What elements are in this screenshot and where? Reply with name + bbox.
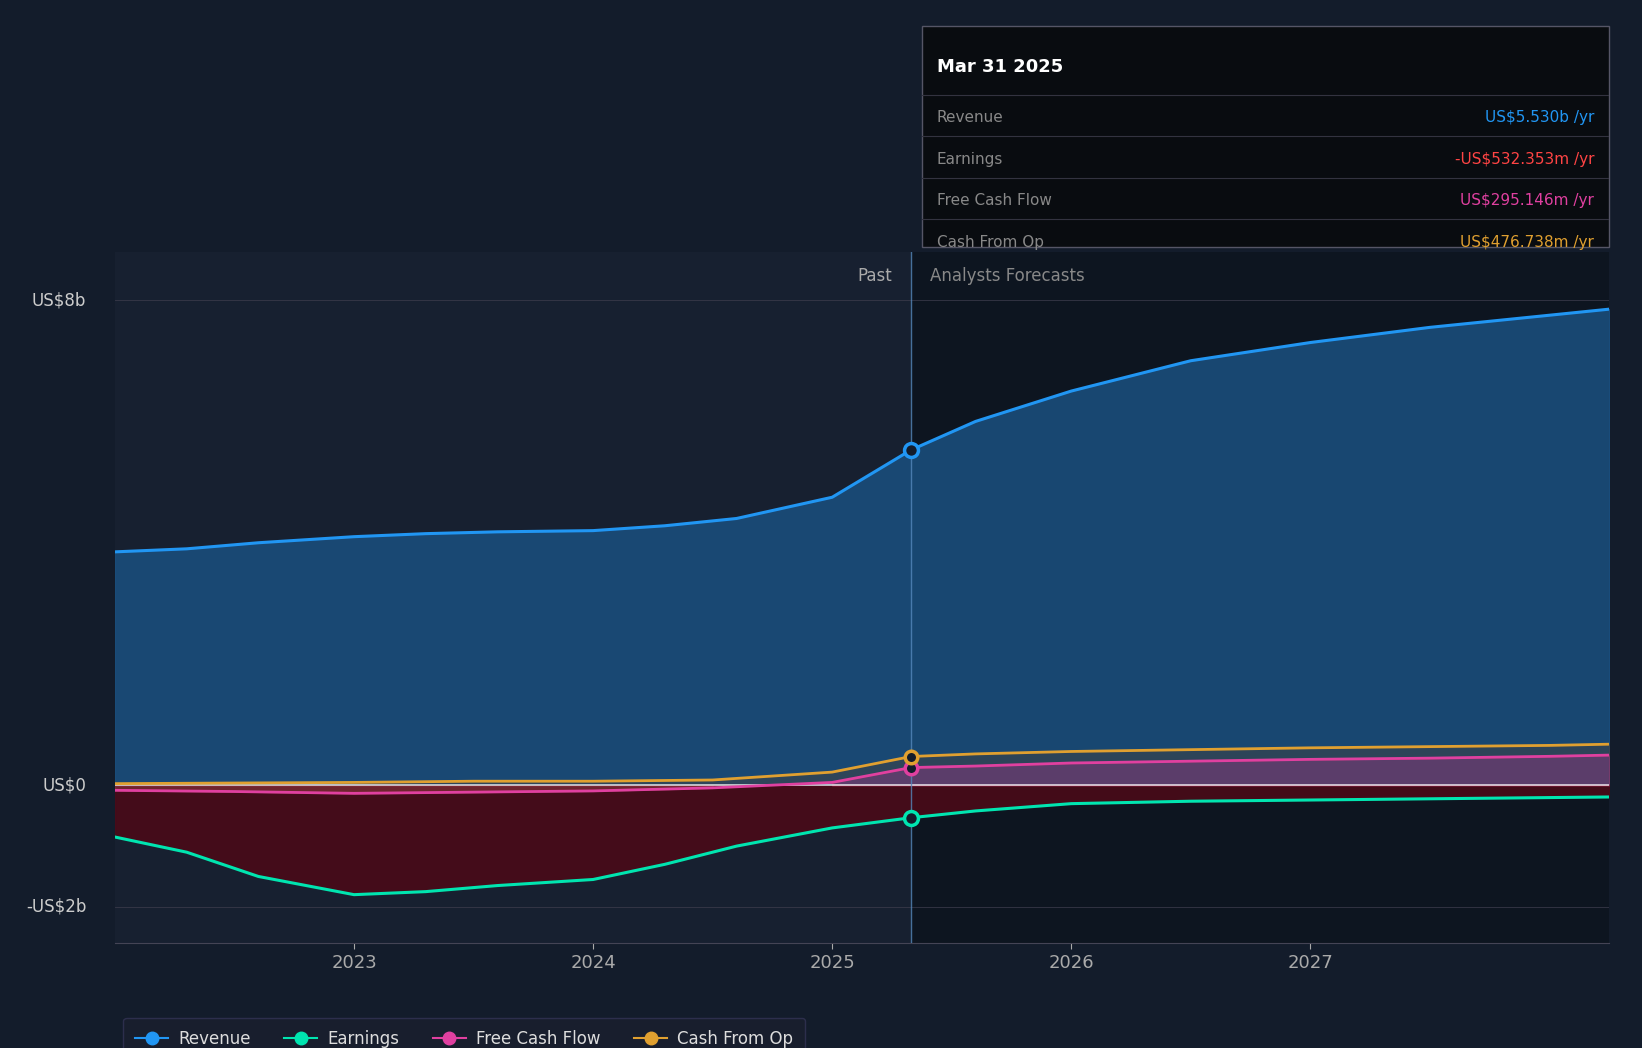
Text: Analysts Forecasts: Analysts Forecasts (929, 267, 1085, 285)
Text: -US$532.353m /yr: -US$532.353m /yr (1455, 152, 1594, 167)
Text: Free Cash Flow: Free Cash Flow (936, 193, 1051, 209)
Text: Revenue: Revenue (936, 110, 1003, 126)
Text: Cash From Op: Cash From Op (936, 235, 1044, 249)
Text: US$476.738m /yr: US$476.738m /yr (1460, 235, 1594, 249)
Legend: Revenue, Earnings, Free Cash Flow, Cash From Op: Revenue, Earnings, Free Cash Flow, Cash … (123, 1018, 805, 1048)
Bar (115, 252, 911, 943)
Text: US$0: US$0 (43, 777, 87, 794)
Text: US$295.146m /yr: US$295.146m /yr (1460, 193, 1594, 209)
Text: US$5.530b /yr: US$5.530b /yr (1484, 110, 1594, 126)
Text: Past: Past (857, 267, 892, 285)
Text: US$8b: US$8b (31, 291, 87, 309)
Bar (911, 252, 1609, 943)
Text: Mar 31 2025: Mar 31 2025 (936, 58, 1062, 77)
FancyBboxPatch shape (921, 25, 1609, 247)
Text: Earnings: Earnings (936, 152, 1003, 167)
Text: -US$2b: -US$2b (26, 898, 87, 916)
